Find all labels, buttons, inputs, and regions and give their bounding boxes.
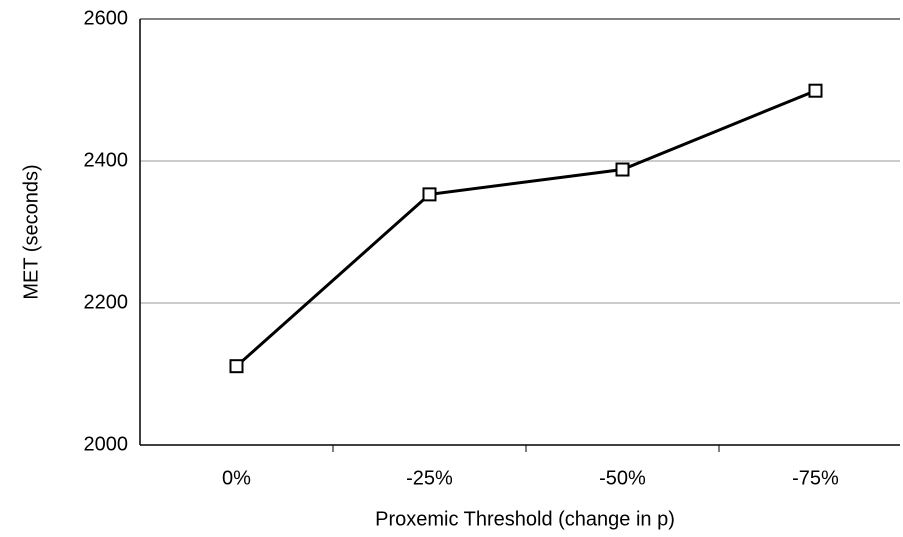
y-tick-label: 2200 bbox=[84, 291, 129, 313]
marker bbox=[422, 187, 437, 202]
x-tick-label: -25% bbox=[406, 467, 453, 489]
x-tick-label: -50% bbox=[599, 467, 646, 489]
y-axis-label: MET (seconds) bbox=[20, 164, 42, 299]
marker bbox=[808, 83, 823, 98]
y-tick-label: 2000 bbox=[84, 433, 129, 455]
x-tick-label: 0% bbox=[222, 467, 251, 489]
x-tick-label: -75% bbox=[792, 467, 839, 489]
line bbox=[235, 89, 817, 368]
x-axis-label: Proxemic Threshold (change in p) bbox=[375, 508, 675, 530]
y-tick-label: 2600 bbox=[84, 7, 129, 29]
marker bbox=[615, 162, 630, 177]
marker bbox=[229, 359, 244, 374]
y-tick-label: 2400 bbox=[84, 149, 129, 171]
